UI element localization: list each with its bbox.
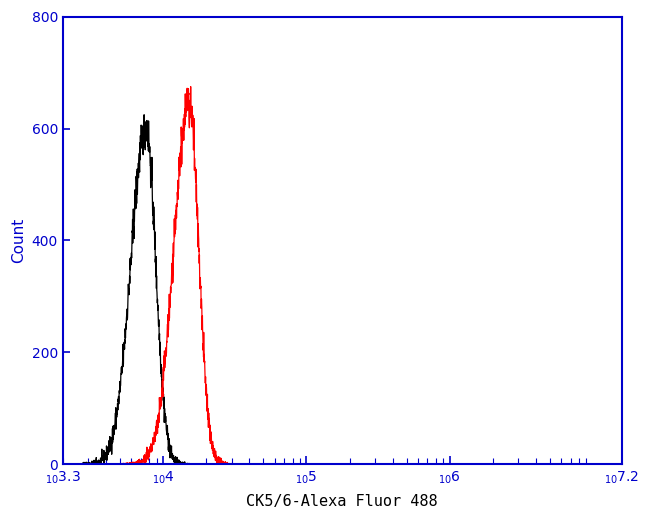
- X-axis label: CK5/6-Alexa Fluor 488: CK5/6-Alexa Fluor 488: [246, 494, 438, 509]
- Y-axis label: Count: Count: [11, 218, 26, 263]
